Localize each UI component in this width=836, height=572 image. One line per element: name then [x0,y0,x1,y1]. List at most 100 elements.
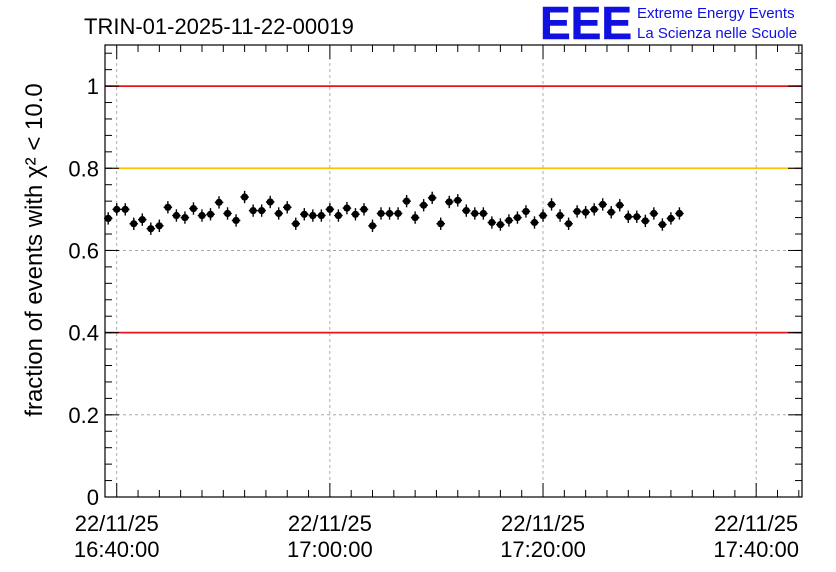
point-marker [479,209,487,218]
data-point [436,217,445,230]
data-point [334,209,343,222]
data-point [146,222,156,235]
data-point [470,207,480,220]
point-marker [309,211,317,220]
point-marker [667,214,675,223]
data-point [666,212,676,225]
point-marker [454,196,462,204]
data-point [530,216,539,229]
data-points [103,190,684,235]
point-marker [138,216,146,224]
point-marker [300,210,308,218]
data-point [300,208,309,221]
point-marker [360,205,368,213]
point-marker [599,200,607,209]
data-point [172,209,181,222]
data-point [317,209,326,222]
point-marker [275,209,283,218]
data-point [265,195,275,209]
point-marker [505,216,513,225]
data-point [675,207,684,220]
point-marker [556,211,564,220]
data-point [129,217,139,230]
data-point [206,208,215,221]
point-marker [411,213,419,222]
data-point [572,205,582,218]
data-point [658,218,667,231]
point-marker [530,218,539,227]
point-marker [565,220,573,228]
data-point [402,194,411,208]
eee-logo: EEE Extreme Energy Events La Scienza nel… [540,0,797,49]
point-marker [513,213,522,222]
point-marker [522,207,530,216]
data-point [231,214,241,227]
point-marker [172,211,181,220]
point-marker [394,209,402,218]
data-point [282,201,292,214]
data-point [462,204,471,217]
point-marker [641,217,649,225]
data-point [427,191,437,205]
point-marker [616,201,624,209]
data-point [240,190,249,204]
data-point [351,208,360,221]
point-marker [343,204,351,212]
data-point [155,219,164,232]
data-point [487,216,497,229]
data-point [513,211,522,224]
point-marker [104,214,112,223]
data-point [555,209,565,222]
data-point [342,201,352,215]
y-tick-label: 1 [87,74,99,99]
y-tick-label: 0.4 [68,321,99,346]
data-point [419,199,428,212]
x-tick-time: 17:40:00 [713,537,799,562]
data-point [163,201,173,214]
point-marker [437,220,445,228]
data-point [598,198,607,211]
point-marker [249,206,257,215]
point-marker [428,194,436,202]
data-point [624,210,633,223]
data-point [112,203,121,216]
data-point [410,211,420,224]
point-marker [420,201,428,209]
point-marker [181,213,189,222]
point-marker [488,218,496,227]
y-tick-labels: 0 0.2 0.4 0.6 0.8 1 [68,74,99,510]
point-marker [496,220,504,229]
point-marker [206,210,215,218]
point-marker [113,205,121,213]
data-point [564,217,573,230]
data-point [479,207,488,220]
data-point [496,218,505,231]
data-point [376,207,386,220]
data-point [615,199,625,212]
x-tick-time: 17:00:00 [287,537,373,562]
point-marker [582,208,590,216]
data-point [274,207,283,220]
point-marker [590,205,598,213]
data-point [538,209,548,222]
data-point [223,207,232,220]
eee-logo-letters: EEE [540,0,632,49]
point-marker [650,209,658,218]
grid [105,45,802,497]
x-tick-date: 22/11/25 [75,511,159,536]
point-marker [241,193,249,201]
data-point [393,207,403,220]
point-marker [121,205,129,213]
data-point [641,214,650,228]
point-marker [445,198,453,206]
point-marker [351,210,360,218]
data-point [291,217,301,230]
eee-logo-line2: La Scienza nelle Scuole [637,25,797,42]
data-point [308,209,318,222]
point-marker [215,198,223,206]
data-point [521,205,531,218]
x-tick-date: 22/11/25 [501,511,585,536]
data-point [444,195,454,209]
data-point [214,196,224,209]
